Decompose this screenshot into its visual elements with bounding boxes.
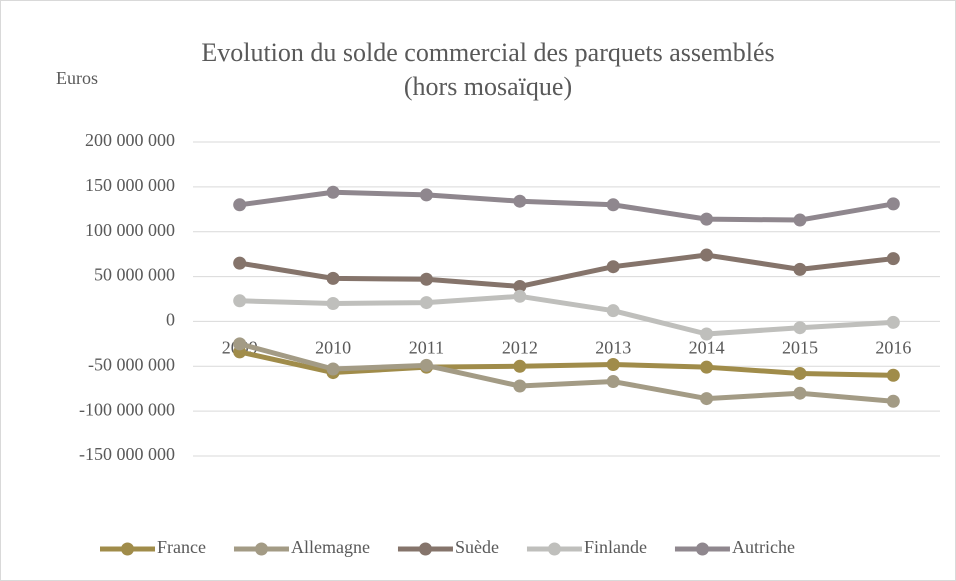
series-line	[239, 293, 894, 337]
series-line	[239, 341, 894, 404]
data-point	[886, 394, 900, 408]
data-point	[513, 194, 527, 208]
x-tick-label: 2011	[409, 338, 444, 358]
data-point	[886, 368, 900, 382]
data-point	[606, 198, 620, 212]
data-point	[793, 213, 807, 227]
chart-title: Evolution du solde commercial des parque…	[201, 38, 774, 67]
y-tick-label: 0	[166, 310, 175, 330]
data-point	[326, 296, 340, 310]
legend-marker	[547, 542, 561, 556]
y-tick-label: 200 000 000	[85, 130, 175, 150]
data-point	[606, 304, 620, 318]
legend-label: Finlande	[584, 537, 647, 557]
data-point	[700, 327, 714, 341]
x-tick-label: 2013	[595, 338, 631, 358]
data-point	[233, 337, 247, 351]
legend-marker	[695, 542, 709, 556]
legend-label: Suède	[455, 537, 499, 557]
chart-title: (hors mosaïque)	[404, 72, 572, 101]
data-point	[513, 359, 527, 373]
x-tick-label: 2012	[502, 338, 538, 358]
y-tick-label: -150 000 000	[79, 444, 175, 464]
data-point	[700, 360, 714, 374]
x-tick-label: 2014	[689, 338, 725, 358]
series-line	[239, 189, 894, 223]
y-tick-label: 150 000 000	[85, 175, 175, 195]
x-tick-label: 2015	[782, 338, 818, 358]
data-point	[513, 279, 527, 293]
legend-marker	[418, 542, 432, 556]
data-point	[793, 366, 807, 380]
data-point	[886, 197, 900, 211]
data-point	[419, 358, 433, 372]
data-point	[793, 386, 807, 400]
data-point	[419, 272, 433, 286]
data-point	[606, 375, 620, 389]
data-point	[326, 185, 340, 199]
data-point	[233, 256, 247, 270]
data-point	[700, 392, 714, 406]
data-point	[233, 198, 247, 212]
data-point	[419, 296, 433, 310]
x-tick-label: 2016	[875, 338, 911, 358]
data-point	[233, 294, 247, 308]
data-point	[326, 362, 340, 376]
data-point	[793, 321, 807, 335]
x-tick-label: 2010	[315, 338, 351, 358]
legend-marker	[254, 542, 268, 556]
y-tick-label: -100 000 000	[79, 399, 175, 419]
series-line	[239, 252, 894, 289]
data-point	[886, 315, 900, 329]
legend-label: France	[157, 537, 206, 557]
data-point	[419, 188, 433, 202]
legend-marker	[121, 542, 134, 556]
y-axis-label: Euros	[56, 68, 98, 88]
y-tick-label: -50 000 000	[88, 354, 175, 374]
y-tick-label: 50 000 000	[94, 265, 175, 285]
data-point	[700, 212, 714, 226]
y-tick-label: 100 000 000	[85, 220, 175, 240]
data-point	[886, 252, 900, 266]
data-point	[326, 271, 340, 285]
data-point	[513, 289, 527, 303]
data-point	[513, 379, 527, 393]
data-point	[700, 248, 714, 262]
legend-label: Autriche	[732, 537, 795, 557]
data-point	[793, 262, 807, 276]
series-line	[239, 349, 894, 378]
legend-label: Allemagne	[291, 537, 370, 557]
data-point	[606, 357, 620, 371]
data-point	[606, 260, 620, 274]
